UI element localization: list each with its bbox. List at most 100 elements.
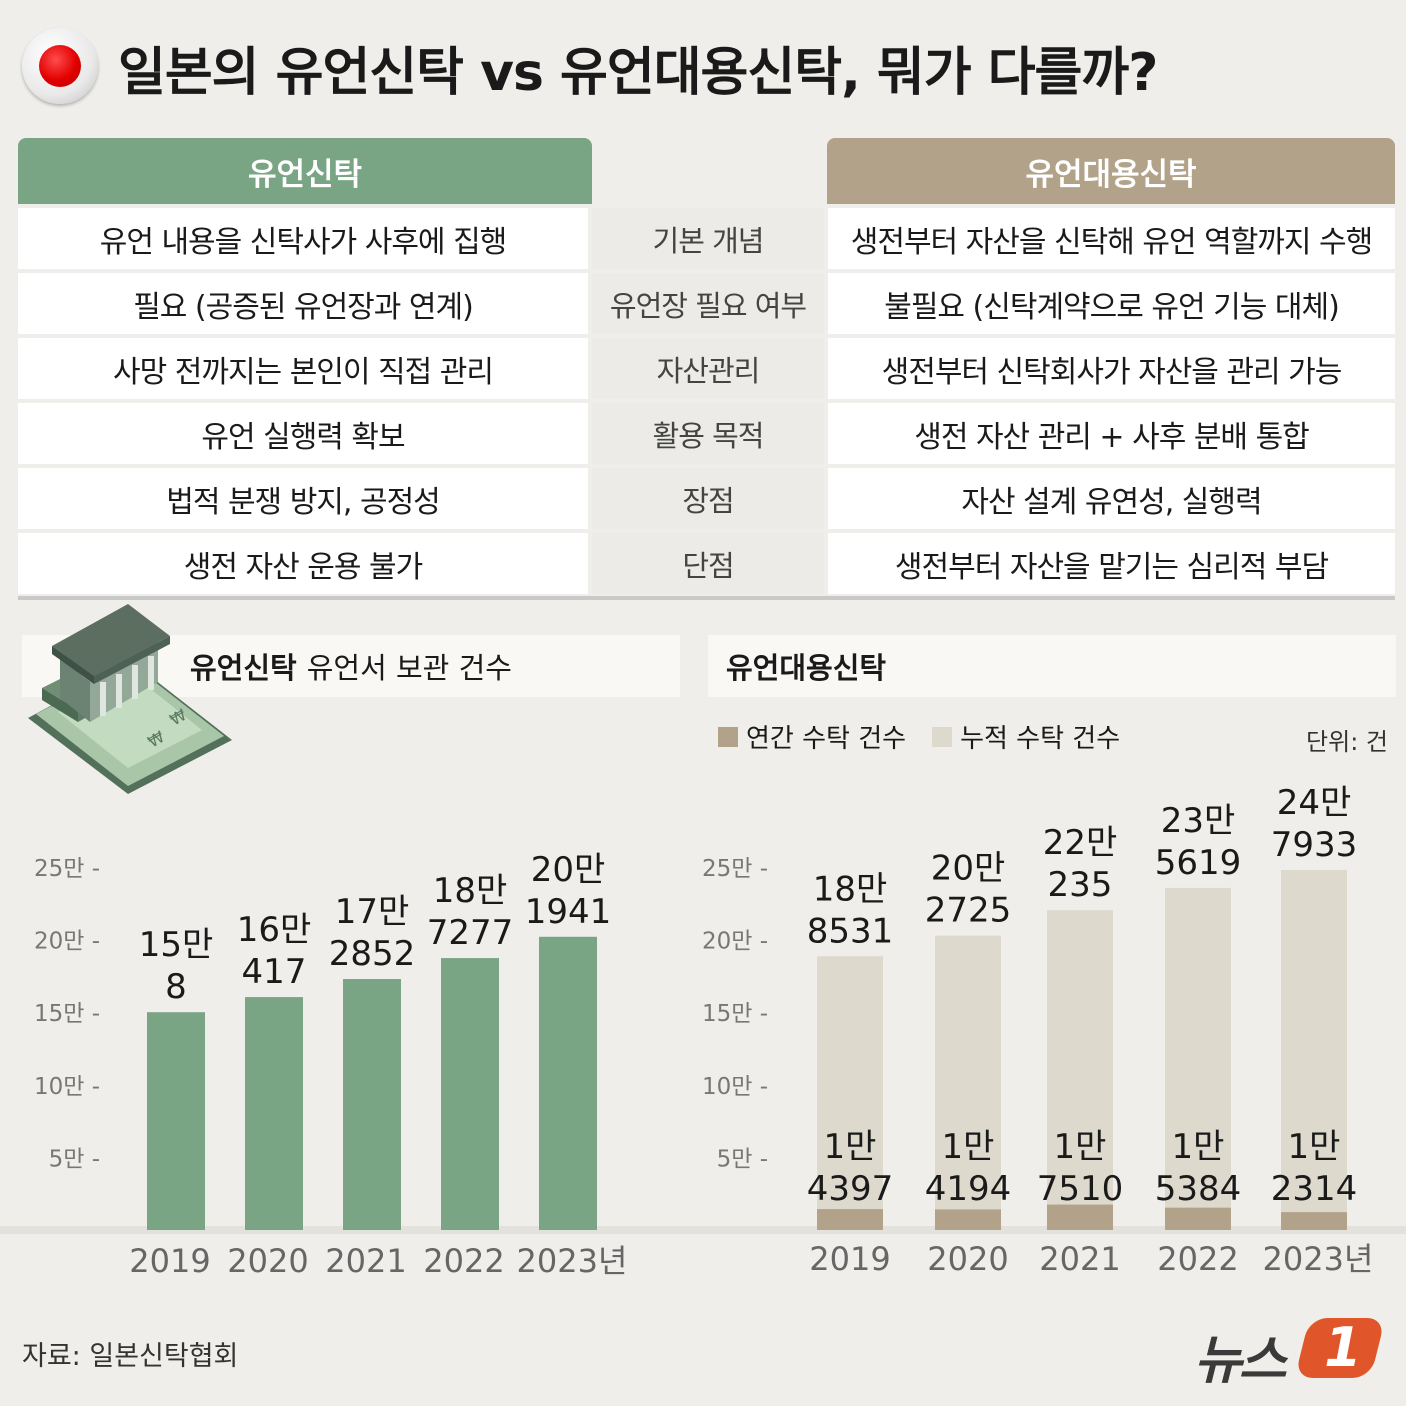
news1-logo: 뉴스 1 [1194, 1314, 1386, 1391]
data-label: 17만 [335, 892, 410, 932]
table-divider [18, 596, 1395, 600]
bar [441, 958, 499, 1230]
bar-annual [1281, 1212, 1347, 1230]
bar [147, 1012, 205, 1230]
table-row: 유언 실행력 확보 활용 목적 생전 자산 관리 + 사후 분배 통합 [18, 403, 1395, 466]
data-label-cumulative: 235 [1048, 865, 1113, 905]
y-tick-label: 15만 - [702, 1001, 768, 1027]
data-label-cumulative: 23만 [1161, 801, 1236, 841]
table-row: 유언 내용을 신탁사가 사후에 집행 기본 개념 생전부터 자산을 신탁해 유언… [18, 208, 1395, 271]
data-label: 8 [165, 967, 187, 1007]
bar-annual [935, 1209, 1001, 1230]
cell-category: 단점 [592, 533, 824, 594]
x-tick-label: 2023년 [1263, 1240, 1374, 1278]
legend-cumulative-label: 누적 수탁 건수 [960, 724, 1121, 754]
bar [343, 979, 401, 1230]
bar-annual [1047, 1204, 1113, 1230]
chart-baseline [0, 1226, 1406, 1234]
cell-category: 기본 개념 [592, 208, 824, 269]
x-tick-label: 2021 [325, 1242, 406, 1280]
title-bar: 일본의 유언신탁 vs 유언대용신탁, 뭐가 다를까? [22, 28, 1392, 108]
data-label-annual: 1만 [942, 1127, 995, 1167]
data-label-annual: 4397 [807, 1169, 894, 1209]
page-title: 일본의 유언신탁 vs 유언대용신탁, 뭐가 다를까? [118, 43, 1158, 103]
cell-will-trust: 생전 자산 운용 불가 [18, 533, 588, 594]
cell-will-trust: 법적 분쟁 방지, 공정성 [18, 468, 588, 529]
x-tick-label: 2019 [129, 1242, 210, 1280]
data-label-cumulative: 20만 [931, 849, 1006, 889]
x-tick-label: 2021 [1039, 1240, 1120, 1278]
chart-legend: 연간 수탁 건수 누적 수탁 건수 [718, 718, 1120, 755]
cell-category: 유언장 필요 여부 [592, 273, 824, 334]
data-label-cumulative: 18만 [813, 869, 888, 909]
bar-cumulative [817, 956, 883, 1230]
data-label: 2852 [329, 934, 416, 974]
right-chart-title: 유언대용신탁 [708, 635, 1396, 697]
legend-annual-label: 연간 수탁 건수 [746, 724, 907, 754]
japan-flag-icon [22, 28, 98, 104]
cell-will-trust: 유언 내용을 신탁사가 사후에 집행 [18, 208, 588, 269]
data-label: 7277 [427, 913, 514, 953]
data-label-cumulative: 5619 [1155, 843, 1242, 883]
cell-will-substitute-trust: 불필요 (신탁계약으로 유언 기능 대체) [828, 273, 1395, 334]
data-label-cumulative: 7933 [1271, 825, 1358, 865]
bar-annual [817, 1209, 883, 1230]
data-label: 1941 [525, 892, 612, 932]
table-row: 사망 전까지는 본인이 직접 관리 자산관리 생전부터 신탁회사가 자산을 관리… [18, 338, 1395, 401]
bar-cumulative [1165, 887, 1231, 1230]
data-label: 16만 [237, 910, 312, 950]
data-label: 417 [242, 952, 307, 992]
y-tick-label: 5만 - [49, 1146, 100, 1172]
logo-badge-text: 1 [1324, 1316, 1362, 1379]
bar [539, 936, 597, 1230]
cell-will-trust: 필요 (공증된 유언장과 연계) [18, 273, 588, 334]
y-tick-label: 5만 - [717, 1146, 768, 1172]
data-label: 20만 [531, 850, 606, 890]
table-row: 생전 자산 운용 불가 단점 생전부터 자산을 맡기는 심리적 부담 [18, 533, 1395, 596]
x-tick-label: 2023년 [517, 1242, 628, 1280]
data-label-annual: 7510 [1037, 1169, 1124, 1209]
legend-cumulative-swatch [932, 726, 953, 747]
table-row: 법적 분쟁 방지, 공정성 장점 자산 설계 유연성, 실행력 [18, 468, 1395, 531]
left-chart-title-rest: 유언서 보관 건수 [306, 651, 512, 685]
y-tick-label: 10만 - [702, 1074, 768, 1100]
data-label-cumulative: 2725 [925, 891, 1012, 931]
data-label-cumulative: 22만 [1043, 823, 1118, 863]
x-tick-label: 2019 [809, 1240, 890, 1278]
cell-will-substitute-trust: 자산 설계 유연성, 실행력 [828, 468, 1395, 529]
cell-category: 장점 [592, 468, 824, 529]
y-tick-label: 25만 - [702, 856, 768, 882]
bank-illustration-icon: ₩ ₩ [28, 604, 232, 794]
data-label: 18만 [433, 871, 508, 911]
unit-label: 단위: 건 [1306, 728, 1388, 756]
x-tick-label: 2020 [927, 1240, 1008, 1278]
y-tick-label: 10만 - [34, 1074, 100, 1100]
cell-will-substitute-trust: 생전 자산 관리 + 사후 분배 통합 [828, 403, 1395, 464]
cell-category: 활용 목적 [592, 403, 824, 464]
data-label-annual: 1만 [1288, 1127, 1341, 1167]
data-label-cumulative: 8531 [807, 911, 894, 951]
table-row: 필요 (공증된 유언장과 연계) 유언장 필요 여부 불필요 (신탁계약으로 유… [18, 273, 1395, 336]
cell-will-substitute-trust: 생전부터 자산을 맡기는 심리적 부담 [828, 533, 1395, 594]
y-tick-label: 20만 - [702, 929, 768, 955]
cell-will-trust: 유언 실행력 확보 [18, 403, 588, 464]
x-tick-label: 2022 [1157, 1240, 1238, 1278]
bar [245, 997, 303, 1230]
right-chart-title-bold: 유언대용신탁 [726, 651, 887, 685]
data-label-annual: 1만 [1172, 1127, 1225, 1167]
source-note: 자료: 일본신탁협회 [22, 1341, 239, 1372]
logo-badge: 1 [1294, 1316, 1386, 1379]
bar-cumulative [1281, 870, 1347, 1230]
data-label: 15만 [139, 925, 214, 965]
cell-will-trust: 사망 전까지는 본인이 직접 관리 [18, 338, 588, 399]
x-tick-label: 2022 [423, 1242, 504, 1280]
data-label-annual: 1만 [824, 1127, 877, 1167]
table-header-will-trust: 유언신탁 [18, 138, 592, 204]
data-label-annual: 4194 [925, 1169, 1012, 1209]
data-label-annual: 5384 [1155, 1169, 1242, 1209]
data-label-annual: 2314 [1271, 1169, 1358, 1209]
left-chart-title-bold: 유언신탁 [190, 651, 297, 685]
cell-will-substitute-trust: 생전부터 신탁회사가 자산을 관리 가능 [828, 338, 1395, 399]
